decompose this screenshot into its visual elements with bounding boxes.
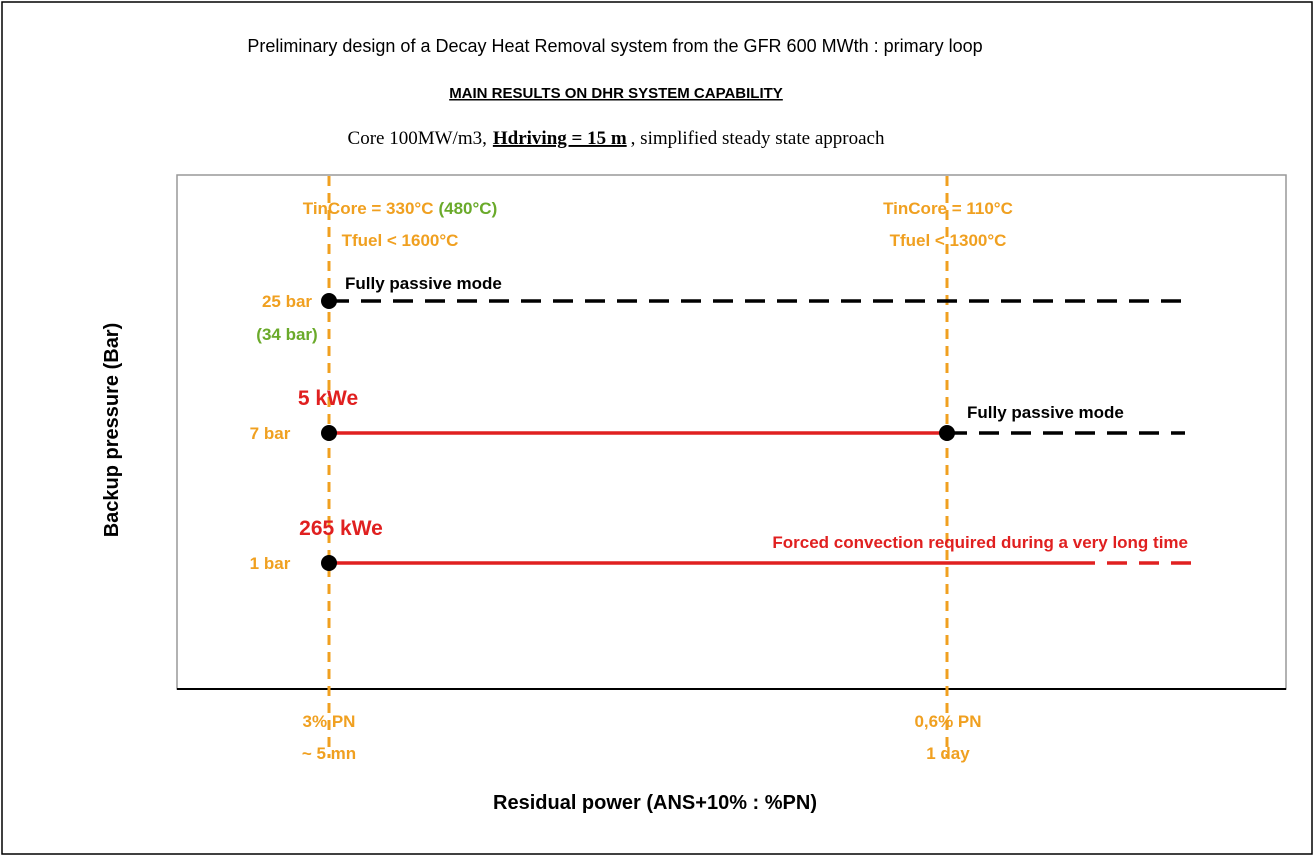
tincore: TinCore = 110°C <box>883 199 1013 218</box>
pressure-label: 1 bar <box>250 554 291 573</box>
tincore-alt: (480°C) <box>438 199 497 218</box>
pressure-label: 25 bar <box>262 292 312 311</box>
mode-label: Fully passive mode <box>967 403 1124 422</box>
time-tick: 1 day <box>926 744 970 763</box>
point <box>939 425 955 441</box>
y-axis-title: Backup pressure (Bar) <box>101 323 123 538</box>
time-tick: ~ 5 mn <box>302 744 356 763</box>
mode-label: Forced convection required during a very… <box>772 533 1188 552</box>
power-label: 5 kWe <box>298 387 358 410</box>
pressure-alt: (34 bar) <box>256 325 317 344</box>
point <box>321 293 337 309</box>
tfuel: Tfuel < 1600°C <box>342 231 459 250</box>
conditions-suffix: , simplified steady state approach <box>631 128 885 149</box>
tfuel: Tfuel < 1300°C <box>890 231 1007 250</box>
subtitle: MAIN RESULTS ON DHR SYSTEM CAPABILITY <box>449 85 783 102</box>
conditions-highlight: Hdriving = 15 m <box>493 128 627 149</box>
power-tick: 0,6% PN <box>914 712 981 731</box>
conditions: Core 100MW/m3, Hdriving = 15 m, simplifie… <box>348 128 885 149</box>
conditions-prefix: Core 100MW/m3, <box>348 128 487 149</box>
title: Preliminary design of a Decay Heat Remov… <box>247 36 982 56</box>
power-label: 265 kWe <box>299 517 383 540</box>
point <box>321 425 337 441</box>
pressure-label: 7 bar <box>250 424 291 443</box>
power-tick: 3% PN <box>303 712 356 731</box>
tincore-value: TinCore = 330°C <box>303 199 434 218</box>
x-axis-title: Residual power (ANS+10% : %PN) <box>493 792 817 814</box>
tincore: TinCore = 330°C (480°C) <box>303 199 498 218</box>
mode-label: Fully passive mode <box>345 274 502 293</box>
point <box>321 555 337 571</box>
